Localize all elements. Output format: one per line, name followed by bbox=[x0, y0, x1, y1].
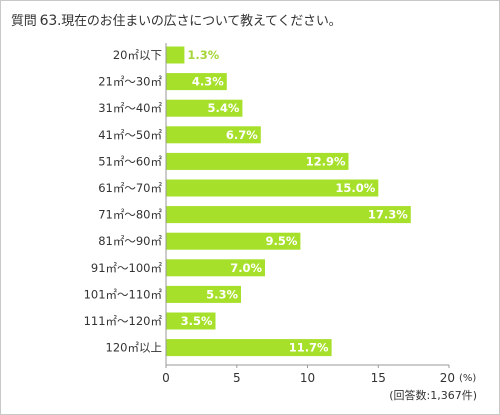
category-label-8: 81㎡〜90㎡ bbox=[98, 234, 162, 248]
bar-8 bbox=[166, 232, 301, 250]
value-label-9: 7.0% bbox=[230, 261, 262, 275]
category-label-12: 120㎡以上 bbox=[106, 341, 162, 355]
category-label-6: 61㎡〜70㎡ bbox=[98, 181, 162, 195]
bar-12 bbox=[166, 339, 332, 357]
title-text: 現在のお住まいの広さについて教えてください。 bbox=[61, 14, 342, 29]
bar-1 bbox=[166, 46, 185, 64]
value-label-5: 12.9% bbox=[306, 154, 346, 168]
bar-5 bbox=[166, 152, 349, 170]
bar-10 bbox=[166, 285, 241, 303]
chart-title: 質問 63.現在のお住まいの広さについて教えてください。 bbox=[11, 10, 342, 29]
x-tick-label-2: 5 bbox=[233, 371, 241, 385]
category-label-1: 20㎡以下 bbox=[113, 48, 162, 62]
value-label-12: 11.7% bbox=[289, 341, 329, 355]
category-label-7: 71㎡〜80㎡ bbox=[98, 208, 162, 222]
bar-3 bbox=[166, 99, 243, 117]
category-label-3: 31㎡〜40㎡ bbox=[98, 101, 162, 115]
x-tick-label-4: 15 bbox=[371, 371, 386, 385]
x-tick-label-1: 0 bbox=[162, 371, 170, 385]
category-label-10: 101㎡〜110㎡ bbox=[84, 287, 163, 301]
x-unit-label: (%) bbox=[459, 373, 476, 384]
value-label-8: 9.5% bbox=[265, 234, 297, 248]
x-tick-label-5: 20 bbox=[440, 371, 455, 385]
value-label-3: 5.4% bbox=[207, 101, 239, 115]
title-number: 63. bbox=[39, 13, 62, 29]
value-label-6: 15.0% bbox=[335, 181, 375, 195]
response-count-note: (回答数:1,367件) bbox=[389, 388, 477, 402]
category-label-2: 21㎡〜30㎡ bbox=[98, 75, 162, 89]
value-label-7: 17.3% bbox=[368, 208, 408, 222]
title-prefix: 質問 bbox=[11, 14, 37, 29]
value-label-1: 1.3% bbox=[187, 48, 219, 62]
category-label-5: 51㎡〜60㎡ bbox=[98, 154, 162, 168]
bar-11 bbox=[166, 312, 216, 330]
bar-7 bbox=[166, 206, 411, 224]
bar-2 bbox=[166, 73, 227, 91]
value-label-10: 5.3% bbox=[206, 287, 238, 301]
value-label-11: 3.5% bbox=[181, 314, 213, 328]
bar-9 bbox=[166, 259, 265, 277]
bar-6 bbox=[166, 179, 379, 197]
category-label-4: 41㎡〜50㎡ bbox=[98, 128, 162, 142]
bar-4 bbox=[166, 126, 261, 144]
category-label-11: 111㎡〜120㎡ bbox=[84, 314, 163, 328]
category-label-9: 91㎡〜100㎡ bbox=[91, 261, 163, 275]
value-label-4: 6.7% bbox=[226, 128, 258, 142]
x-tick-label-3: 10 bbox=[300, 371, 315, 385]
value-label-2: 4.3% bbox=[192, 75, 224, 89]
